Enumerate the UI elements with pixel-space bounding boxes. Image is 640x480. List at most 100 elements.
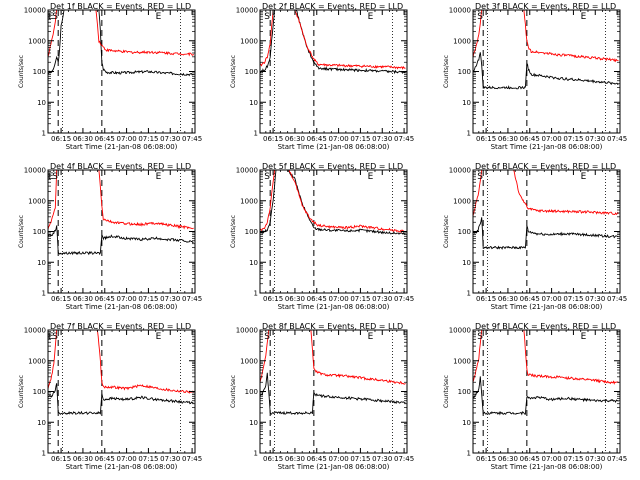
- x-tick-label: 07:00: [329, 455, 349, 463]
- x-tick-label: 07:15: [350, 135, 370, 143]
- event-marker-label: S: [477, 172, 483, 182]
- y-tick-label: 10: [249, 419, 258, 427]
- x-tick-label: 07:15: [138, 135, 158, 143]
- panel-title: Det 1f BLACK = Events, RED = LLD: [50, 2, 191, 11]
- event-marker-label: S: [52, 12, 58, 22]
- y-tick-label: 1000: [28, 197, 46, 205]
- series-lld-line: [260, 10, 406, 70]
- y-tick-label: 10: [37, 419, 46, 427]
- series-lld-line: [48, 170, 194, 230]
- x-tick-label: 06:15: [51, 295, 71, 303]
- panel-title: Det 4f BLACK = Events, RED = LLD: [50, 162, 191, 171]
- x-tick-label: 07:00: [117, 455, 137, 463]
- y-tick-label: 100: [458, 228, 471, 236]
- series-lld-line: [473, 10, 619, 63]
- x-tick-label: 07:15: [350, 455, 370, 463]
- event-marker-label: E: [581, 12, 587, 22]
- x-axis-label: Start Time (21-Jan-08 06:08:00): [66, 463, 178, 471]
- event-marker-label: E: [156, 12, 162, 22]
- x-tick-label: 06:15: [263, 455, 283, 463]
- y-tick-label: 10: [37, 259, 46, 267]
- panel-title: Det 8f BLACK = Events, RED = LLD: [262, 322, 403, 331]
- x-tick-label: 06:30: [73, 135, 93, 143]
- panel-title: Det 9f BLACK = Events, RED = LLD: [475, 322, 616, 331]
- plot-lines: [48, 10, 194, 77]
- x-tick-label: 07:00: [542, 455, 562, 463]
- y-tick-label: 100: [245, 68, 258, 76]
- panel-title: Det 2f BLACK = Events, RED = LLD: [262, 2, 403, 11]
- y-tick-label: 1000: [240, 357, 258, 365]
- x-tick-label: 06:45: [95, 135, 115, 143]
- y-tick-label: 10000: [449, 327, 471, 335]
- x-tick-label: 06:15: [476, 295, 496, 303]
- y-tick-label: 1: [254, 130, 258, 138]
- series-lld-line: [473, 170, 619, 217]
- plot-frame: [259, 169, 408, 294]
- y-tick-label: 10000: [24, 327, 46, 335]
- x-tick-label: 07:45: [607, 455, 627, 463]
- x-tick-label: 06:45: [95, 455, 115, 463]
- x-tick-label: 07:15: [563, 295, 583, 303]
- x-tick-label: 07:15: [138, 295, 158, 303]
- x-tick-label: 06:15: [51, 455, 71, 463]
- y-tick-label: 1000: [240, 197, 258, 205]
- y-tick-label: 10: [462, 259, 471, 267]
- y-tick-label: 10000: [236, 7, 258, 15]
- x-tick-label: 07:45: [394, 455, 414, 463]
- x-tick-label: 06:30: [73, 455, 93, 463]
- y-tick-label: 1: [254, 450, 258, 458]
- y-tick-label: 100: [33, 68, 46, 76]
- x-axis-label: Start Time (21-Jan-08 06:08:00): [491, 463, 603, 471]
- plot-frame: [47, 329, 196, 454]
- x-tick-label: 07:00: [329, 135, 349, 143]
- x-tick-label: 06:15: [263, 135, 283, 143]
- x-tick-label: 06:30: [73, 295, 93, 303]
- plot-lines: [473, 330, 619, 416]
- x-tick-label: 07:15: [563, 455, 583, 463]
- y-axis-label: Counts/sec: [443, 215, 450, 248]
- x-tick-label: 07:00: [117, 135, 137, 143]
- series-events-line: [473, 217, 619, 250]
- x-tick-label: 06:30: [285, 295, 305, 303]
- y-tick-label: 10000: [236, 167, 258, 175]
- y-tick-label: 1: [467, 290, 471, 298]
- x-tick-label: 07:45: [394, 135, 414, 143]
- x-tick-label: 07:45: [182, 295, 202, 303]
- series-events-line: [260, 10, 406, 75]
- y-tick-label: 10000: [24, 7, 46, 15]
- y-tick-label: 10: [249, 259, 258, 267]
- y-tick-label: 1000: [28, 37, 46, 45]
- x-tick-label: 06:45: [520, 295, 540, 303]
- y-tick-label: 1000: [453, 197, 471, 205]
- y-tick-label: 1: [42, 290, 46, 298]
- event-marker-label: S: [52, 332, 58, 342]
- x-tick-label: 07:30: [160, 295, 180, 303]
- x-axis-label: Start Time (21-Jan-08 06:08:00): [66, 143, 178, 151]
- y-axis-label: Counts/sec: [230, 215, 237, 248]
- y-tick-label: 100: [245, 228, 258, 236]
- x-tick-label: 06:30: [498, 295, 518, 303]
- x-tick-label: 06:45: [307, 295, 327, 303]
- y-axis-label: Counts/sec: [230, 375, 237, 408]
- x-tick-label: 07:00: [542, 135, 562, 143]
- x-tick-label: 07:00: [329, 295, 349, 303]
- y-tick-label: 100: [33, 388, 46, 396]
- y-tick-label: 1000: [453, 37, 471, 45]
- y-tick-label: 1: [254, 290, 258, 298]
- event-marker-label: E: [156, 332, 162, 342]
- plot-lines: [48, 170, 194, 256]
- y-tick-label: 10000: [24, 167, 46, 175]
- series-lld-line: [260, 330, 406, 385]
- y-tick-label: 100: [458, 388, 471, 396]
- plot-lines: [48, 330, 194, 415]
- y-axis-label: Counts/sec: [230, 55, 237, 88]
- y-tick-label: 100: [458, 68, 471, 76]
- x-tick-label: 07:30: [585, 135, 605, 143]
- series-events-line: [260, 170, 406, 236]
- x-tick-label: 06:30: [498, 135, 518, 143]
- y-tick-label: 1000: [453, 357, 471, 365]
